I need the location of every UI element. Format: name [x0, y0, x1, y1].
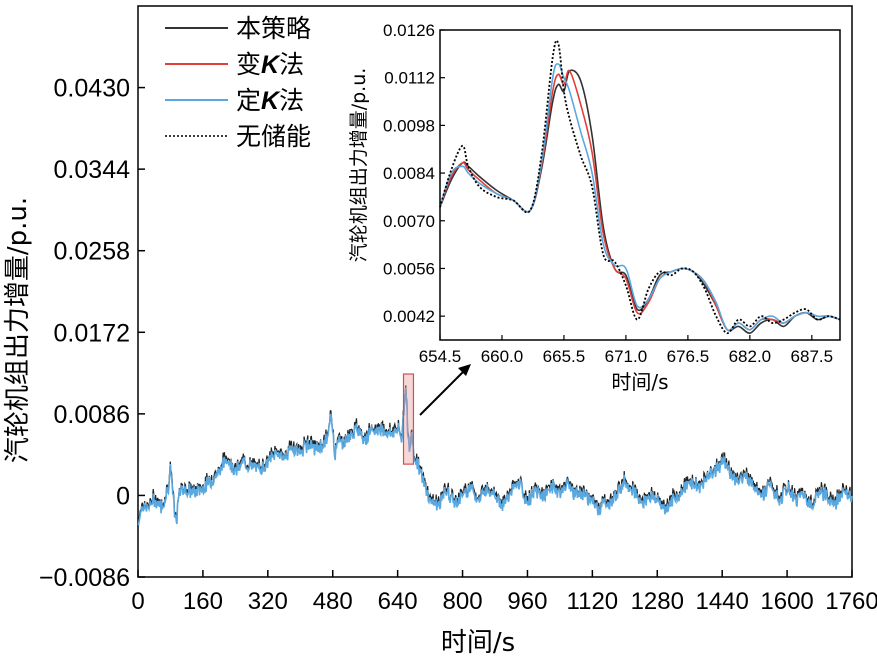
main-x-tick-label: 1280: [631, 588, 684, 615]
main-x-tick-label: 480: [313, 588, 353, 615]
inset-x-tick-label: 665.5: [543, 347, 586, 366]
inset-y-axis-label: 汽轮机组出力增量/p.u.: [348, 68, 370, 263]
inset-y-tick-label: 0.0098: [383, 116, 435, 135]
main-x-axis-label: 时间/s: [441, 628, 515, 658]
main-x-tick-label: 640: [378, 588, 418, 615]
legend-label-k: K: [261, 87, 281, 115]
inset-background: [440, 30, 840, 340]
main-plot: 0 160 320 480 640 800 960 1120 1280 1440 1600 1760 …: [39, 5, 877, 615]
main-plot-frame: [137, 5, 853, 578]
inset-y-tick-label: 0.0042: [383, 307, 435, 326]
inset-x-tick-label: 676.5: [667, 347, 710, 366]
inset-series-fixed-k: [439, 63, 841, 332]
legend-label: 定K法: [236, 86, 304, 115]
main-x-ticks: 0 160 320 480 640 800 960 1120 1280 1440 1600 1760: [131, 570, 877, 615]
main-x-tick-label: 1440: [695, 588, 748, 615]
inset-y-tick-label: 0.0126: [383, 21, 435, 40]
legend-label-prefix: 本策略: [236, 14, 311, 43]
main-x-tick-label: 1600: [760, 588, 813, 615]
legend-label-suffix: 法: [279, 86, 304, 115]
main-series-group: [137, 385, 853, 527]
main-x-tick-label: 0: [131, 588, 144, 615]
main-series-dark-line: [137, 385, 853, 523]
main-x-tick-label: 1120: [567, 588, 619, 615]
main-y-ticks: −0.0086 0 0.0086 0.0172 0.0258 0.0344 0.0430: [39, 75, 145, 592]
main-x-tick-label: 160: [183, 588, 223, 615]
inset-y-tick-label: 0.0056: [383, 259, 435, 278]
main-y-tick-label: 0: [116, 482, 130, 510]
main-y-tick-label: 0.0258: [54, 238, 130, 266]
main-x-tick-label: 960: [507, 588, 547, 615]
main-x-tick-label: 1760: [825, 588, 877, 615]
zoom-arrow: [419, 364, 471, 416]
legend-label-prefix: 无储能: [236, 122, 311, 151]
inset-x-tick-label: 654.5: [419, 347, 462, 366]
inset-plot: 654.5 660.0 665.5 671.0 676.5 682.0 687.5 0.00…: [383, 21, 841, 366]
inset-x-tick-label: 682.0: [729, 347, 772, 366]
inset-y-ticks: 0.0042 0.0056 0.0070 0.0084 0.0098 0.0112 0.01…: [383, 21, 445, 326]
inset-plot-frame: [439, 29, 841, 341]
main-y-tick-label: 0.0430: [54, 75, 130, 103]
inset-y-tick-label: 0.0112: [384, 69, 435, 88]
legend-label-k: K: [261, 51, 281, 79]
inset-series-group: [439, 39, 841, 335]
inset-y-tick-label: 0.0084: [383, 164, 435, 183]
legend-label: 无储能: [236, 122, 311, 151]
inset-x-tick-label: 671.0: [605, 347, 648, 366]
main-x-tick-label: 800: [443, 588, 483, 615]
legend-label-suffix: 法: [279, 50, 304, 79]
zoom-highlight-box: [402, 373, 415, 465]
main-y-tick-label: 0.0086: [54, 401, 130, 429]
inset-x-axis-label: 时间/s: [611, 370, 668, 394]
legend-label-prefix: 定: [236, 86, 261, 115]
inset-series-no-storage: [439, 39, 841, 335]
inset-x-tick-label: 660.0: [481, 347, 524, 366]
legend-label: 本策略: [236, 14, 311, 43]
legend-label-prefix: 变: [236, 50, 261, 79]
main-y-tick-label: 0.0344: [54, 156, 131, 184]
main-series-blue-line: [137, 387, 853, 527]
main-x-tick-label: 320: [248, 588, 288, 615]
main-y-axis-label: 汽轮机组出力增量/p.u.: [3, 197, 33, 463]
main-y-tick-label: −0.0086: [39, 564, 130, 592]
legend-label: 变K法: [236, 50, 304, 79]
inset-x-ticks: 654.5 660.0 665.5 671.0 676.5 682.0 687.5: [419, 335, 833, 366]
main-y-tick-label: 0.0172: [54, 319, 130, 347]
inset-x-tick-label: 687.5: [791, 347, 834, 366]
inset-y-tick-label: 0.0070: [383, 212, 435, 231]
